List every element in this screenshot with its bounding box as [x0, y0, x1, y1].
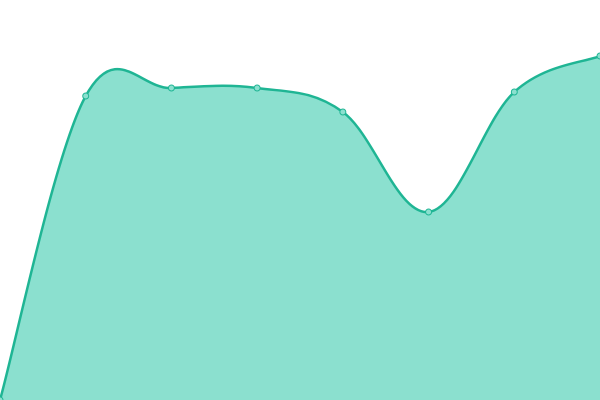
data-point — [425, 208, 433, 216]
area-line — [0, 54, 600, 400]
data-point — [167, 84, 175, 92]
data-point — [510, 88, 518, 96]
data-point — [339, 108, 347, 116]
data-point — [253, 84, 261, 92]
area-fill — [0, 56, 600, 400]
data-point — [0, 396, 4, 400]
data-point — [82, 92, 90, 100]
data-point — [596, 52, 600, 60]
